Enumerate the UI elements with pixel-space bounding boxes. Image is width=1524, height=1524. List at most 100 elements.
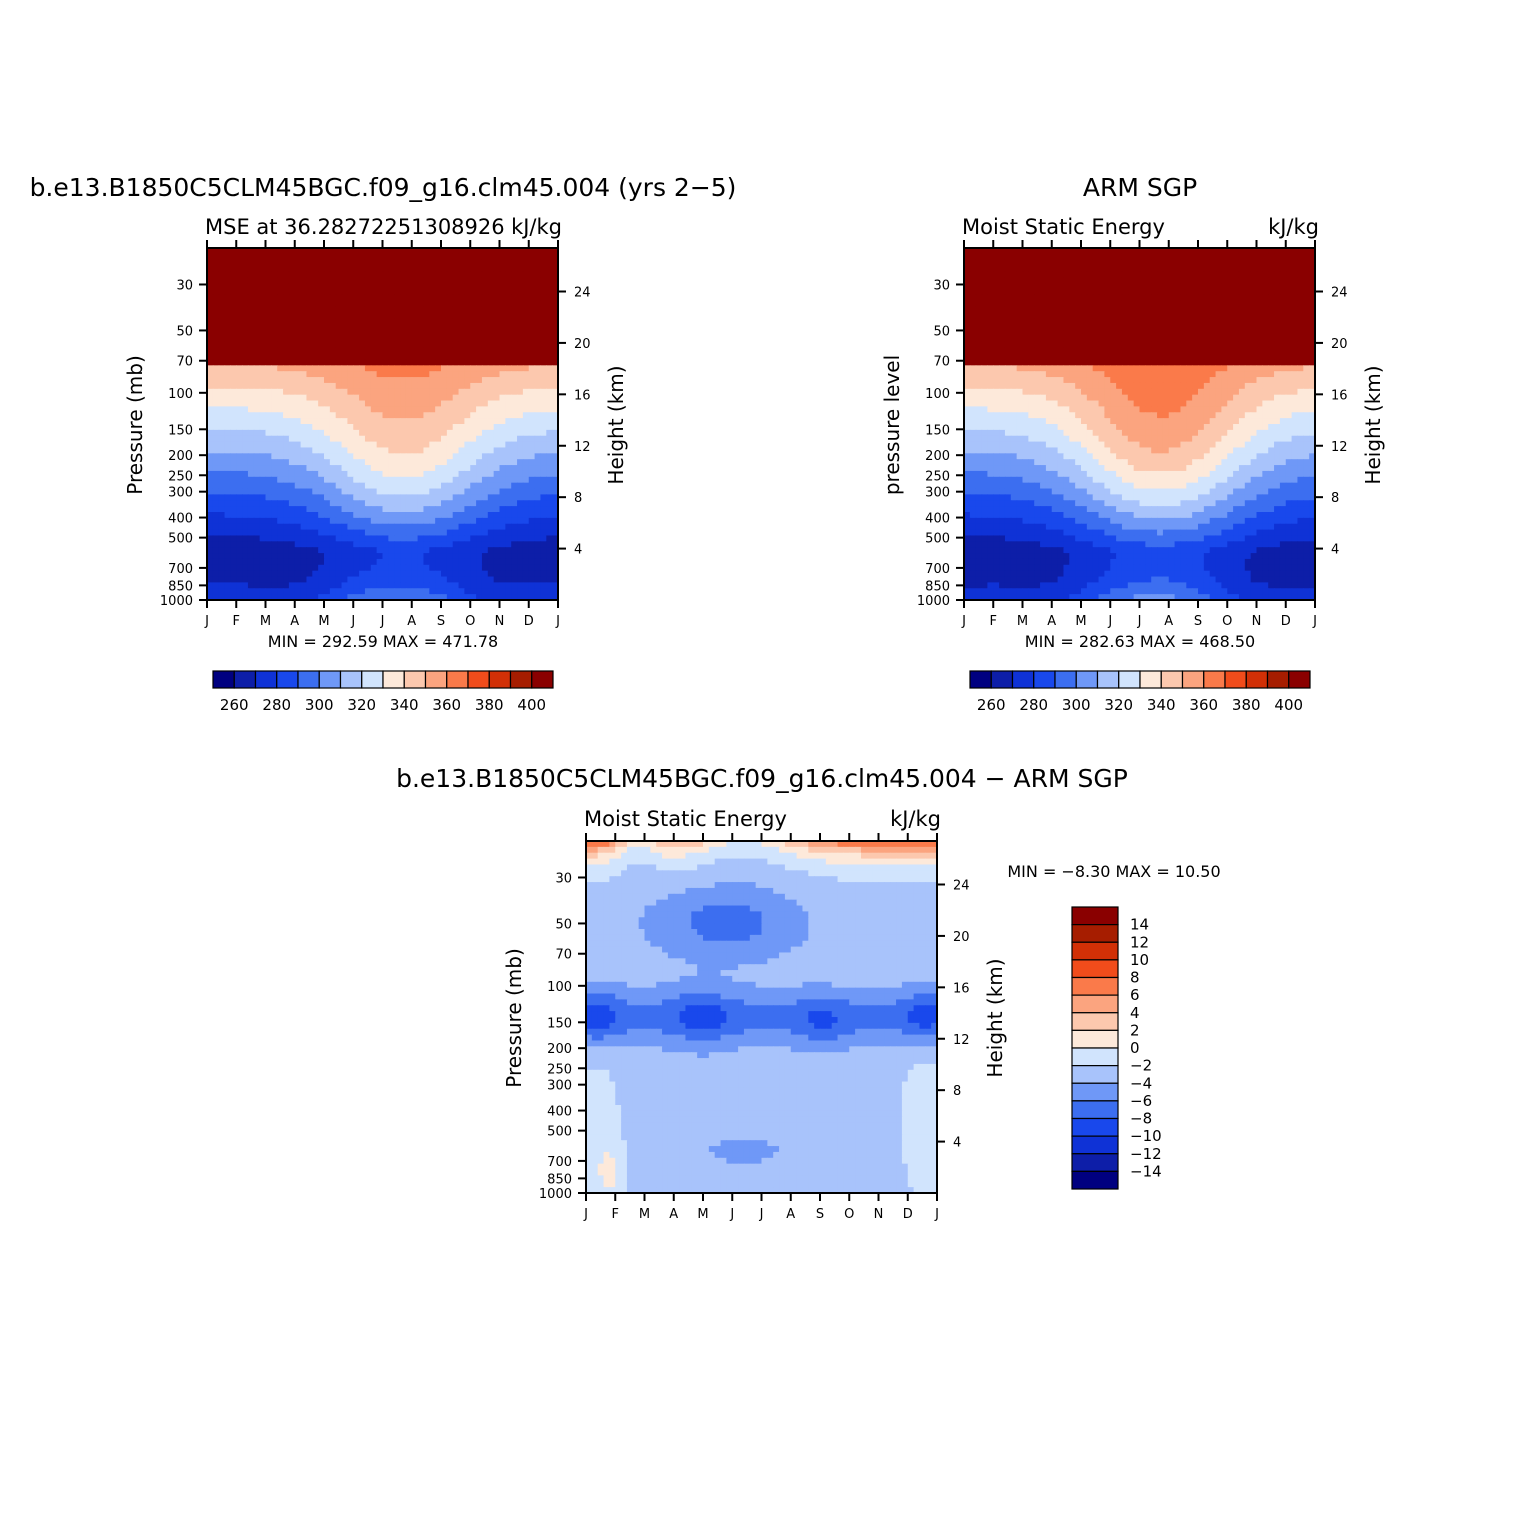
contour-cell	[253, 576, 261, 583]
contour-cell	[423, 482, 430, 490]
contour-cell	[528, 271, 536, 278]
contour-cell	[969, 324, 977, 331]
contour-cell	[1174, 341, 1182, 349]
contour-cell	[1209, 265, 1217, 273]
contour-cell	[347, 494, 354, 501]
contour-cell	[1016, 248, 1024, 255]
contour-cell	[1022, 283, 1029, 290]
contour-cell	[224, 482, 231, 490]
contour-cell	[499, 506, 506, 513]
contour-cell	[353, 312, 360, 319]
contour-cell	[329, 400, 337, 407]
contour-cell	[411, 523, 419, 531]
contour-cell	[505, 459, 512, 466]
contour-cell	[511, 394, 518, 402]
contour-cell	[1186, 353, 1193, 361]
contour-cell	[1063, 248, 1070, 255]
contour-cell	[1081, 289, 1088, 296]
contour-cell	[364, 259, 372, 267]
contour-cell	[540, 377, 547, 384]
contour-cell	[981, 318, 988, 325]
contour-cell	[247, 424, 255, 431]
contour-cell	[1086, 289, 1094, 296]
contour-cell	[364, 371, 372, 378]
contour-cell	[312, 576, 319, 583]
contour-cell	[324, 529, 331, 537]
contour-cell	[359, 283, 366, 290]
contour-cell	[288, 371, 296, 378]
contour-cell	[329, 435, 337, 443]
contour-cell	[347, 506, 354, 513]
contour-cell	[1268, 265, 1275, 273]
contour-cell	[493, 470, 501, 478]
contour-cell	[540, 570, 547, 578]
contour-cell	[540, 541, 547, 548]
contour-cell	[1127, 359, 1135, 366]
contour-cell	[464, 435, 471, 443]
contour-cell	[335, 371, 343, 378]
contour-cell	[435, 482, 442, 490]
contour-cell	[1133, 341, 1141, 349]
contour-cell	[411, 406, 419, 413]
contour-cell	[283, 371, 290, 378]
contour-cell	[1279, 353, 1287, 361]
contour-cell	[382, 277, 389, 284]
contour-cell	[1221, 318, 1228, 325]
contour-cell	[1040, 324, 1047, 331]
contour-cell	[370, 253, 378, 261]
contour-cell	[1279, 318, 1287, 325]
contour-cell	[435, 377, 442, 384]
contour-cell	[464, 447, 471, 454]
contour-cell	[212, 253, 220, 261]
contour-cell	[1227, 248, 1234, 255]
contour-cell	[405, 529, 413, 537]
contour-cell	[400, 406, 407, 413]
contour-cell	[470, 347, 477, 355]
contour-cell	[423, 424, 430, 431]
contour-cell	[540, 453, 547, 460]
contour-cell	[382, 564, 389, 572]
contour-cell	[312, 312, 319, 319]
contour-cell	[1274, 347, 1281, 355]
contour-cell	[300, 294, 308, 302]
contour-cell	[1121, 259, 1129, 267]
contour-cell	[259, 400, 267, 407]
contour-cell	[1262, 359, 1269, 366]
contour-cell	[1250, 294, 1258, 302]
contour-cell	[212, 371, 220, 378]
contour-cell	[1221, 265, 1228, 273]
contour-cell	[242, 453, 249, 460]
contour-cell	[341, 400, 348, 407]
contour-cell	[259, 470, 267, 478]
contour-cell	[493, 306, 501, 314]
contour-cell	[417, 447, 425, 454]
contour-cell	[423, 494, 430, 501]
contour-cell	[306, 547, 313, 554]
contour-cell	[230, 283, 237, 290]
contour-cell	[312, 406, 319, 413]
contour-cell	[1081, 283, 1088, 290]
contour-cell	[388, 400, 395, 407]
contour-cell	[400, 523, 407, 531]
contour-cell	[441, 541, 448, 548]
y-right-tick-label: 24	[574, 286, 591, 301]
contour-cell	[283, 330, 290, 337]
contour-cell	[230, 294, 237, 302]
contour-cell	[1285, 324, 1293, 331]
contour-cell	[517, 377, 524, 384]
contour-cell	[341, 453, 348, 460]
contour-cell	[329, 306, 337, 314]
contour-cell	[359, 412, 366, 419]
contour-cell	[207, 447, 214, 454]
contour-cell	[306, 523, 313, 531]
contour-cell	[1086, 371, 1094, 378]
contour-cell	[1303, 336, 1310, 343]
contour-cell	[1016, 330, 1024, 337]
contour-cell	[1081, 359, 1088, 366]
contour-cell	[1121, 253, 1129, 261]
contour-cell	[294, 582, 302, 589]
contour-cell	[517, 453, 524, 460]
contour-cell	[1133, 271, 1141, 278]
contour-cell	[388, 529, 395, 537]
contour-cell	[364, 465, 372, 472]
